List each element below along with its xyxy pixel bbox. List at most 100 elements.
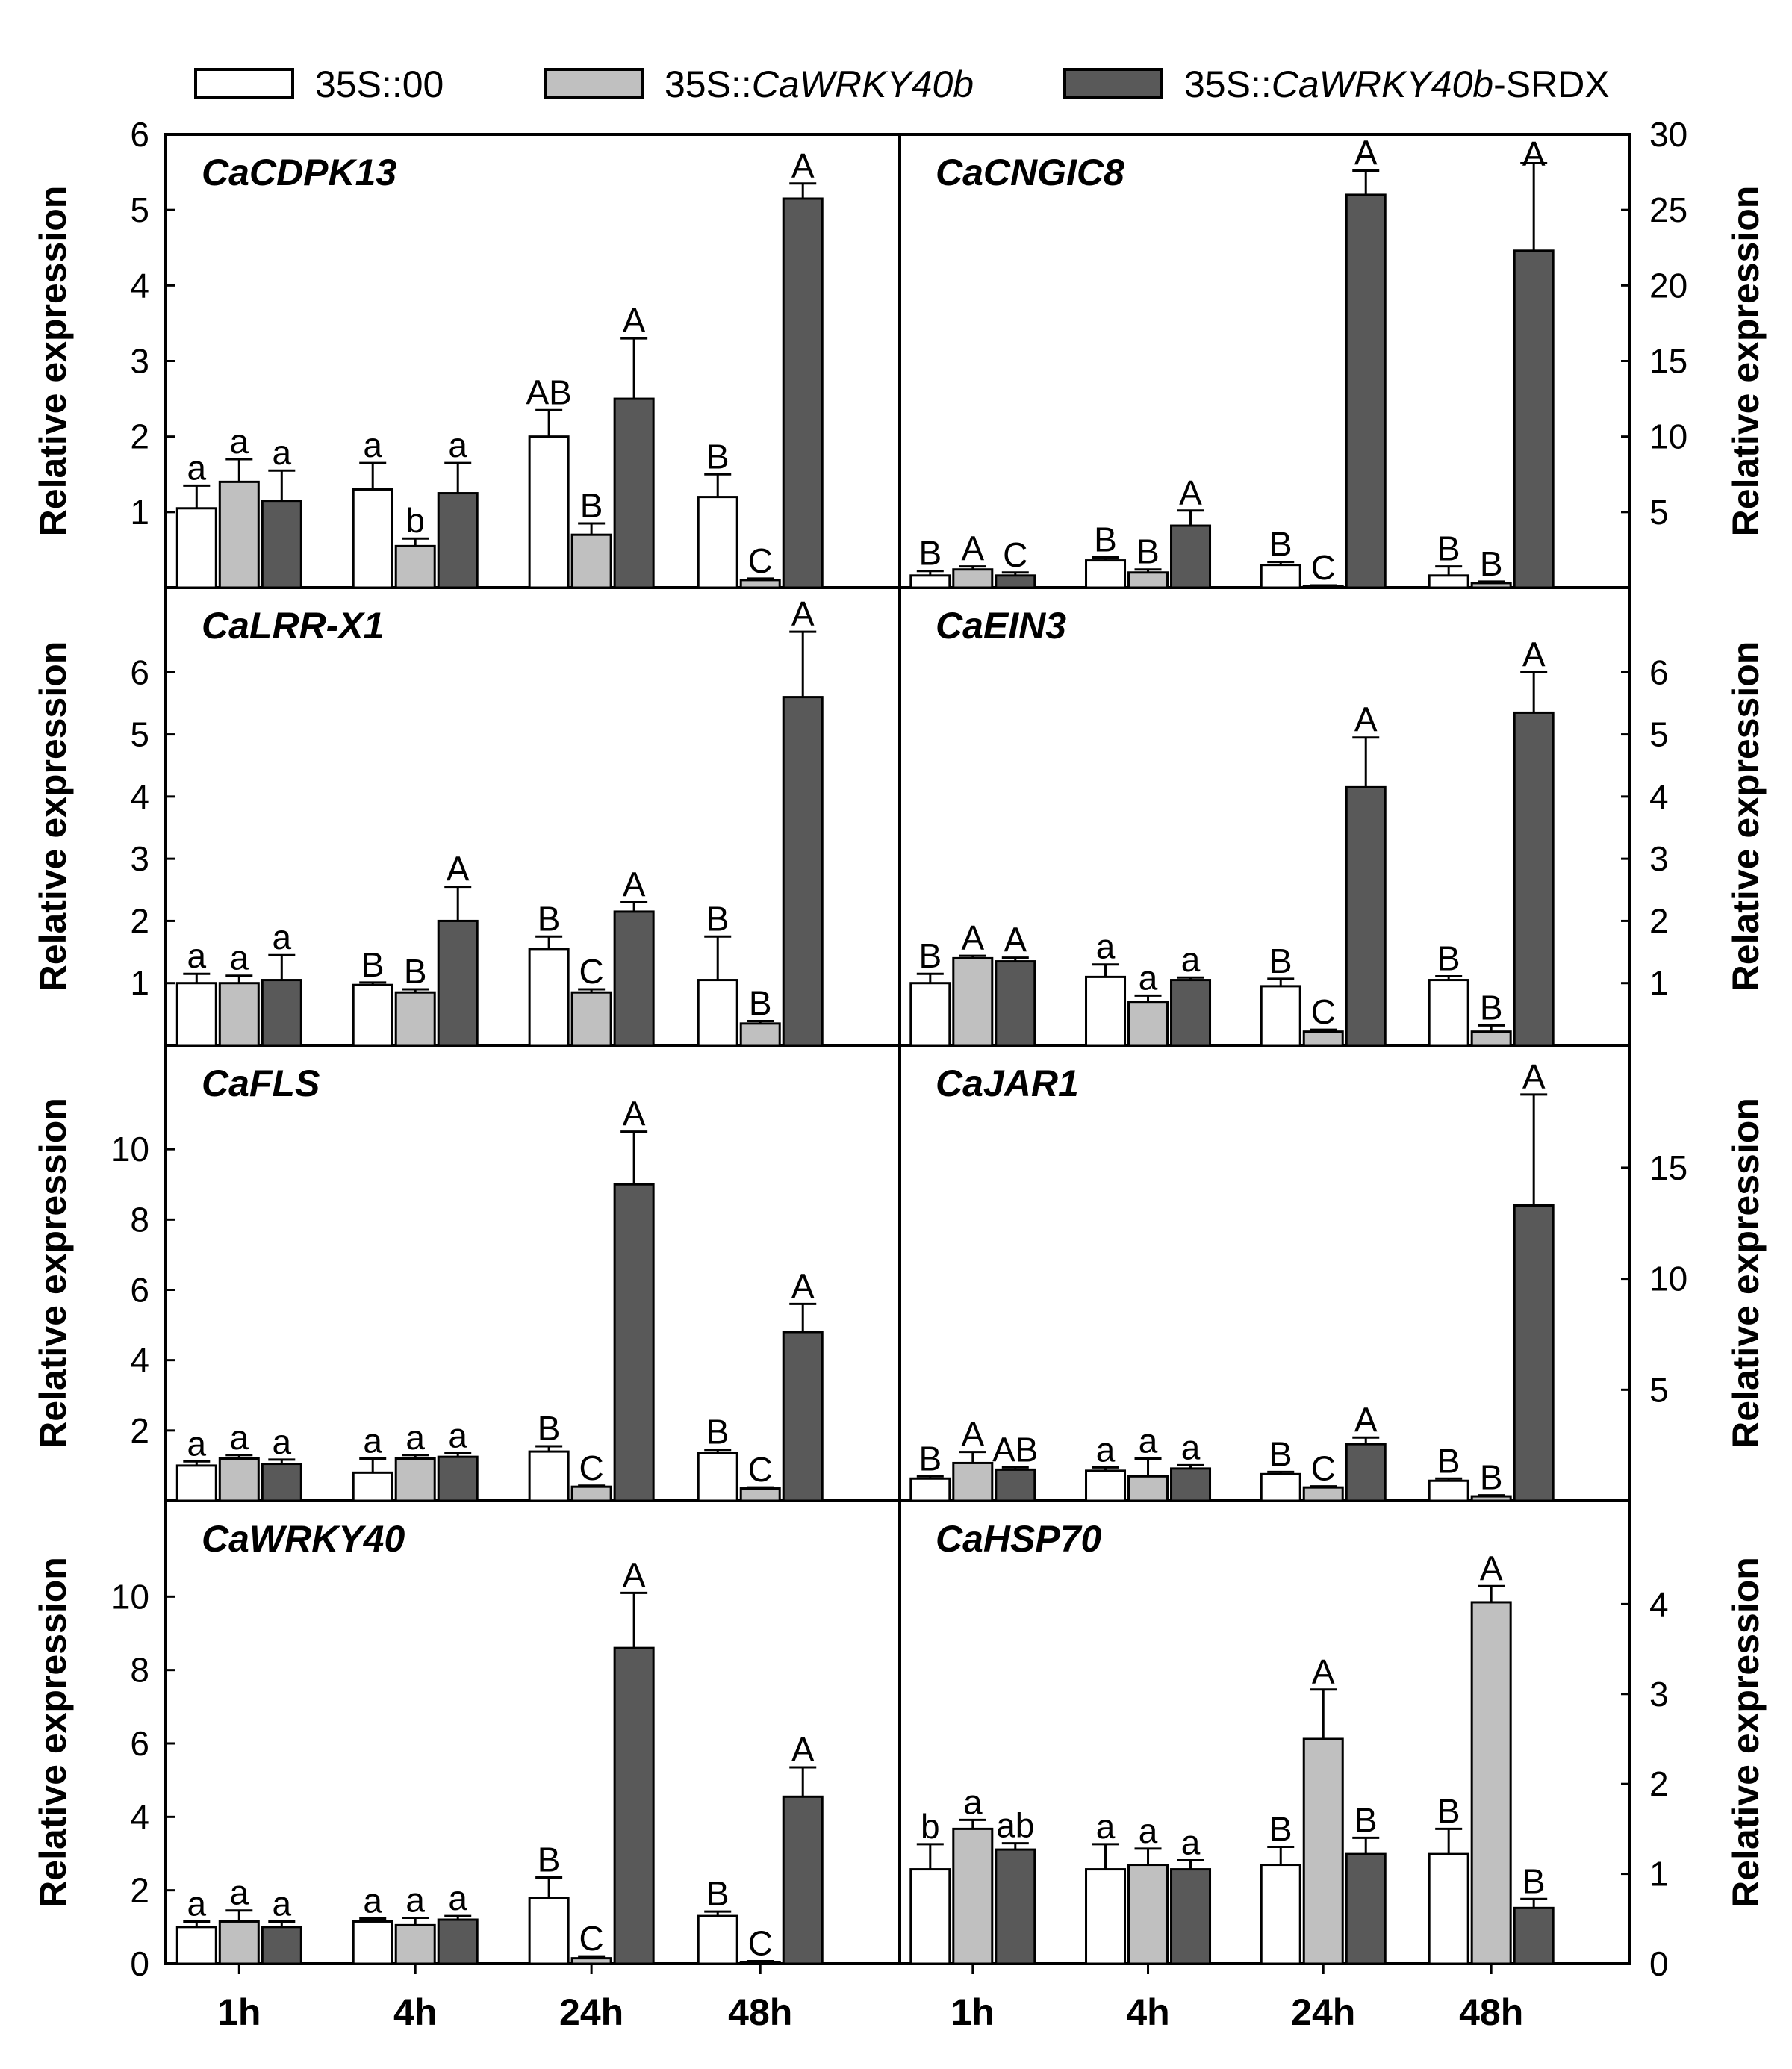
- bar-ctrl-48h: [697, 496, 738, 589]
- significance-letter: B: [1269, 525, 1292, 564]
- bar-ctrl-1h: [909, 1868, 951, 1965]
- bar-ctrl-24h: [528, 1450, 570, 1502]
- significance-letter: B: [706, 437, 729, 476]
- bar-oe-1h: [218, 480, 260, 589]
- y-tick-label: 20: [1649, 266, 1687, 305]
- bar-srdx-48h: [782, 197, 824, 589]
- bar-oe-48h: [739, 1022, 781, 1047]
- y-tick-label: 1: [130, 493, 149, 532]
- significance-letter: B: [538, 1409, 561, 1448]
- significance-letter: B: [1480, 988, 1503, 1027]
- y-axis-title-right: Relative expression: [1725, 186, 1767, 537]
- significance-letter: B: [706, 1874, 729, 1913]
- x-tick-label: 4h: [1126, 1991, 1169, 2033]
- legend-label-srdx: 35S::CaWRKY40b-SRDX: [1184, 63, 1610, 105]
- bar-srdx-4h: [437, 492, 479, 589]
- y-tick-label: 3: [130, 342, 149, 381]
- bar-oe-24h: [570, 533, 612, 589]
- significance-letter: a: [1139, 958, 1158, 997]
- bar-oe-4h: [394, 1457, 436, 1502]
- bar-ctrl-48h: [697, 1914, 738, 1965]
- bar-ctrl-1h: [175, 1464, 217, 1502]
- significance-letter: a: [448, 1416, 467, 1454]
- bar-ctrl-24h: [1260, 1472, 1301, 1502]
- significance-letter: B: [1269, 1809, 1292, 1848]
- y-tick-label: 5: [130, 190, 149, 229]
- y-tick-label: 5: [130, 715, 149, 754]
- y-tick-label: 3: [1649, 1675, 1669, 1714]
- legend-swatch-ctrl: [194, 68, 294, 99]
- panel-title: CaCDPK13: [202, 152, 396, 193]
- significance-letter: a: [273, 1884, 292, 1923]
- y-tick-label: 10: [111, 1130, 149, 1169]
- significance-letter: A: [623, 301, 646, 340]
- significance-letter: B: [1522, 1861, 1546, 1900]
- significance-letter: A: [791, 1730, 815, 1769]
- significance-letter: a: [1181, 1823, 1201, 1862]
- legend-swatch-oe: [544, 68, 644, 99]
- significance-letter: A: [623, 1095, 646, 1133]
- panel-title: CaCNGIC8: [936, 152, 1124, 193]
- x-tick-label: 48h: [1459, 1991, 1523, 2033]
- y-axis-title-right: Relative expression: [1725, 1557, 1767, 1908]
- significance-letter: a: [363, 1422, 382, 1460]
- y-tick-label: 5: [1649, 493, 1669, 532]
- significance-letter: B: [1269, 1434, 1292, 1473]
- significance-letter: A: [447, 850, 470, 889]
- bar-oe-4h: [394, 1923, 436, 1965]
- bar-srdx-48h: [782, 696, 824, 1047]
- y-tick-label: 10: [1649, 1260, 1687, 1298]
- legend-swatch-srdx: [1063, 68, 1163, 99]
- significance-letter: C: [579, 1919, 604, 1958]
- significance-letter: b: [405, 501, 425, 540]
- significance-letter: B: [1437, 939, 1460, 978]
- legend-label-ctrl: 35S::00: [315, 63, 444, 105]
- y-tick-label: 1: [1649, 964, 1669, 1003]
- y-tick-label: 2: [130, 417, 149, 456]
- bar-srdx-1h: [261, 979, 302, 1047]
- bar-ctrl-4h: [352, 1920, 393, 1965]
- y-tick-label: 2: [130, 1411, 149, 1450]
- y-tick-label: 30: [1649, 115, 1687, 154]
- significance-letter: B: [706, 899, 729, 938]
- y-tick-label: 0: [1649, 1944, 1669, 1983]
- bar-ctrl-48h: [1428, 1479, 1469, 1502]
- y-tick-label: 2: [130, 901, 149, 940]
- significance-letter: a: [230, 1418, 249, 1457]
- y-tick-label: 4: [130, 1797, 149, 1836]
- significance-letter: B: [1480, 544, 1503, 583]
- y-tick-label: 6: [1649, 653, 1669, 691]
- bar-oe-4h: [1127, 571, 1169, 589]
- significance-letter: AB: [526, 373, 571, 411]
- y-tick-label: 6: [130, 1271, 149, 1310]
- panel-title: CaLRR-X1: [202, 605, 384, 647]
- significance-letter: B: [538, 1840, 561, 1879]
- significance-letter: a: [187, 1884, 207, 1923]
- significance-letter: a: [187, 1424, 207, 1463]
- significance-letter: B: [918, 1439, 942, 1478]
- significance-letter: B: [1269, 942, 1292, 980]
- significance-letter: A: [791, 146, 815, 185]
- y-tick-label: 15: [1649, 1148, 1687, 1187]
- bar-ctrl-1h: [175, 507, 217, 589]
- bar-srdx-24h: [1345, 1443, 1387, 1502]
- significance-letter: A: [1354, 1400, 1378, 1439]
- significance-letter: B: [580, 486, 603, 525]
- y-tick-label: 4: [130, 777, 149, 816]
- y-tick-label: 2: [130, 1871, 149, 1910]
- significance-letter: B: [361, 945, 385, 984]
- bar-srdx-24h: [613, 397, 655, 589]
- bar-srdx-4h: [437, 1918, 479, 1965]
- y-tick-label: 8: [130, 1651, 149, 1690]
- bar-srdx-24h: [1345, 785, 1387, 1047]
- bar-oe-24h: [570, 1957, 612, 1965]
- bar-srdx-48h: [1513, 711, 1555, 1047]
- bar-oe-24h: [570, 1485, 612, 1502]
- significance-letter: A: [1312, 1652, 1335, 1691]
- significance-letter: C: [1311, 548, 1336, 587]
- y-axis-title-right: Relative expression: [1725, 1098, 1767, 1449]
- bar-ctrl-48h: [697, 1452, 738, 1502]
